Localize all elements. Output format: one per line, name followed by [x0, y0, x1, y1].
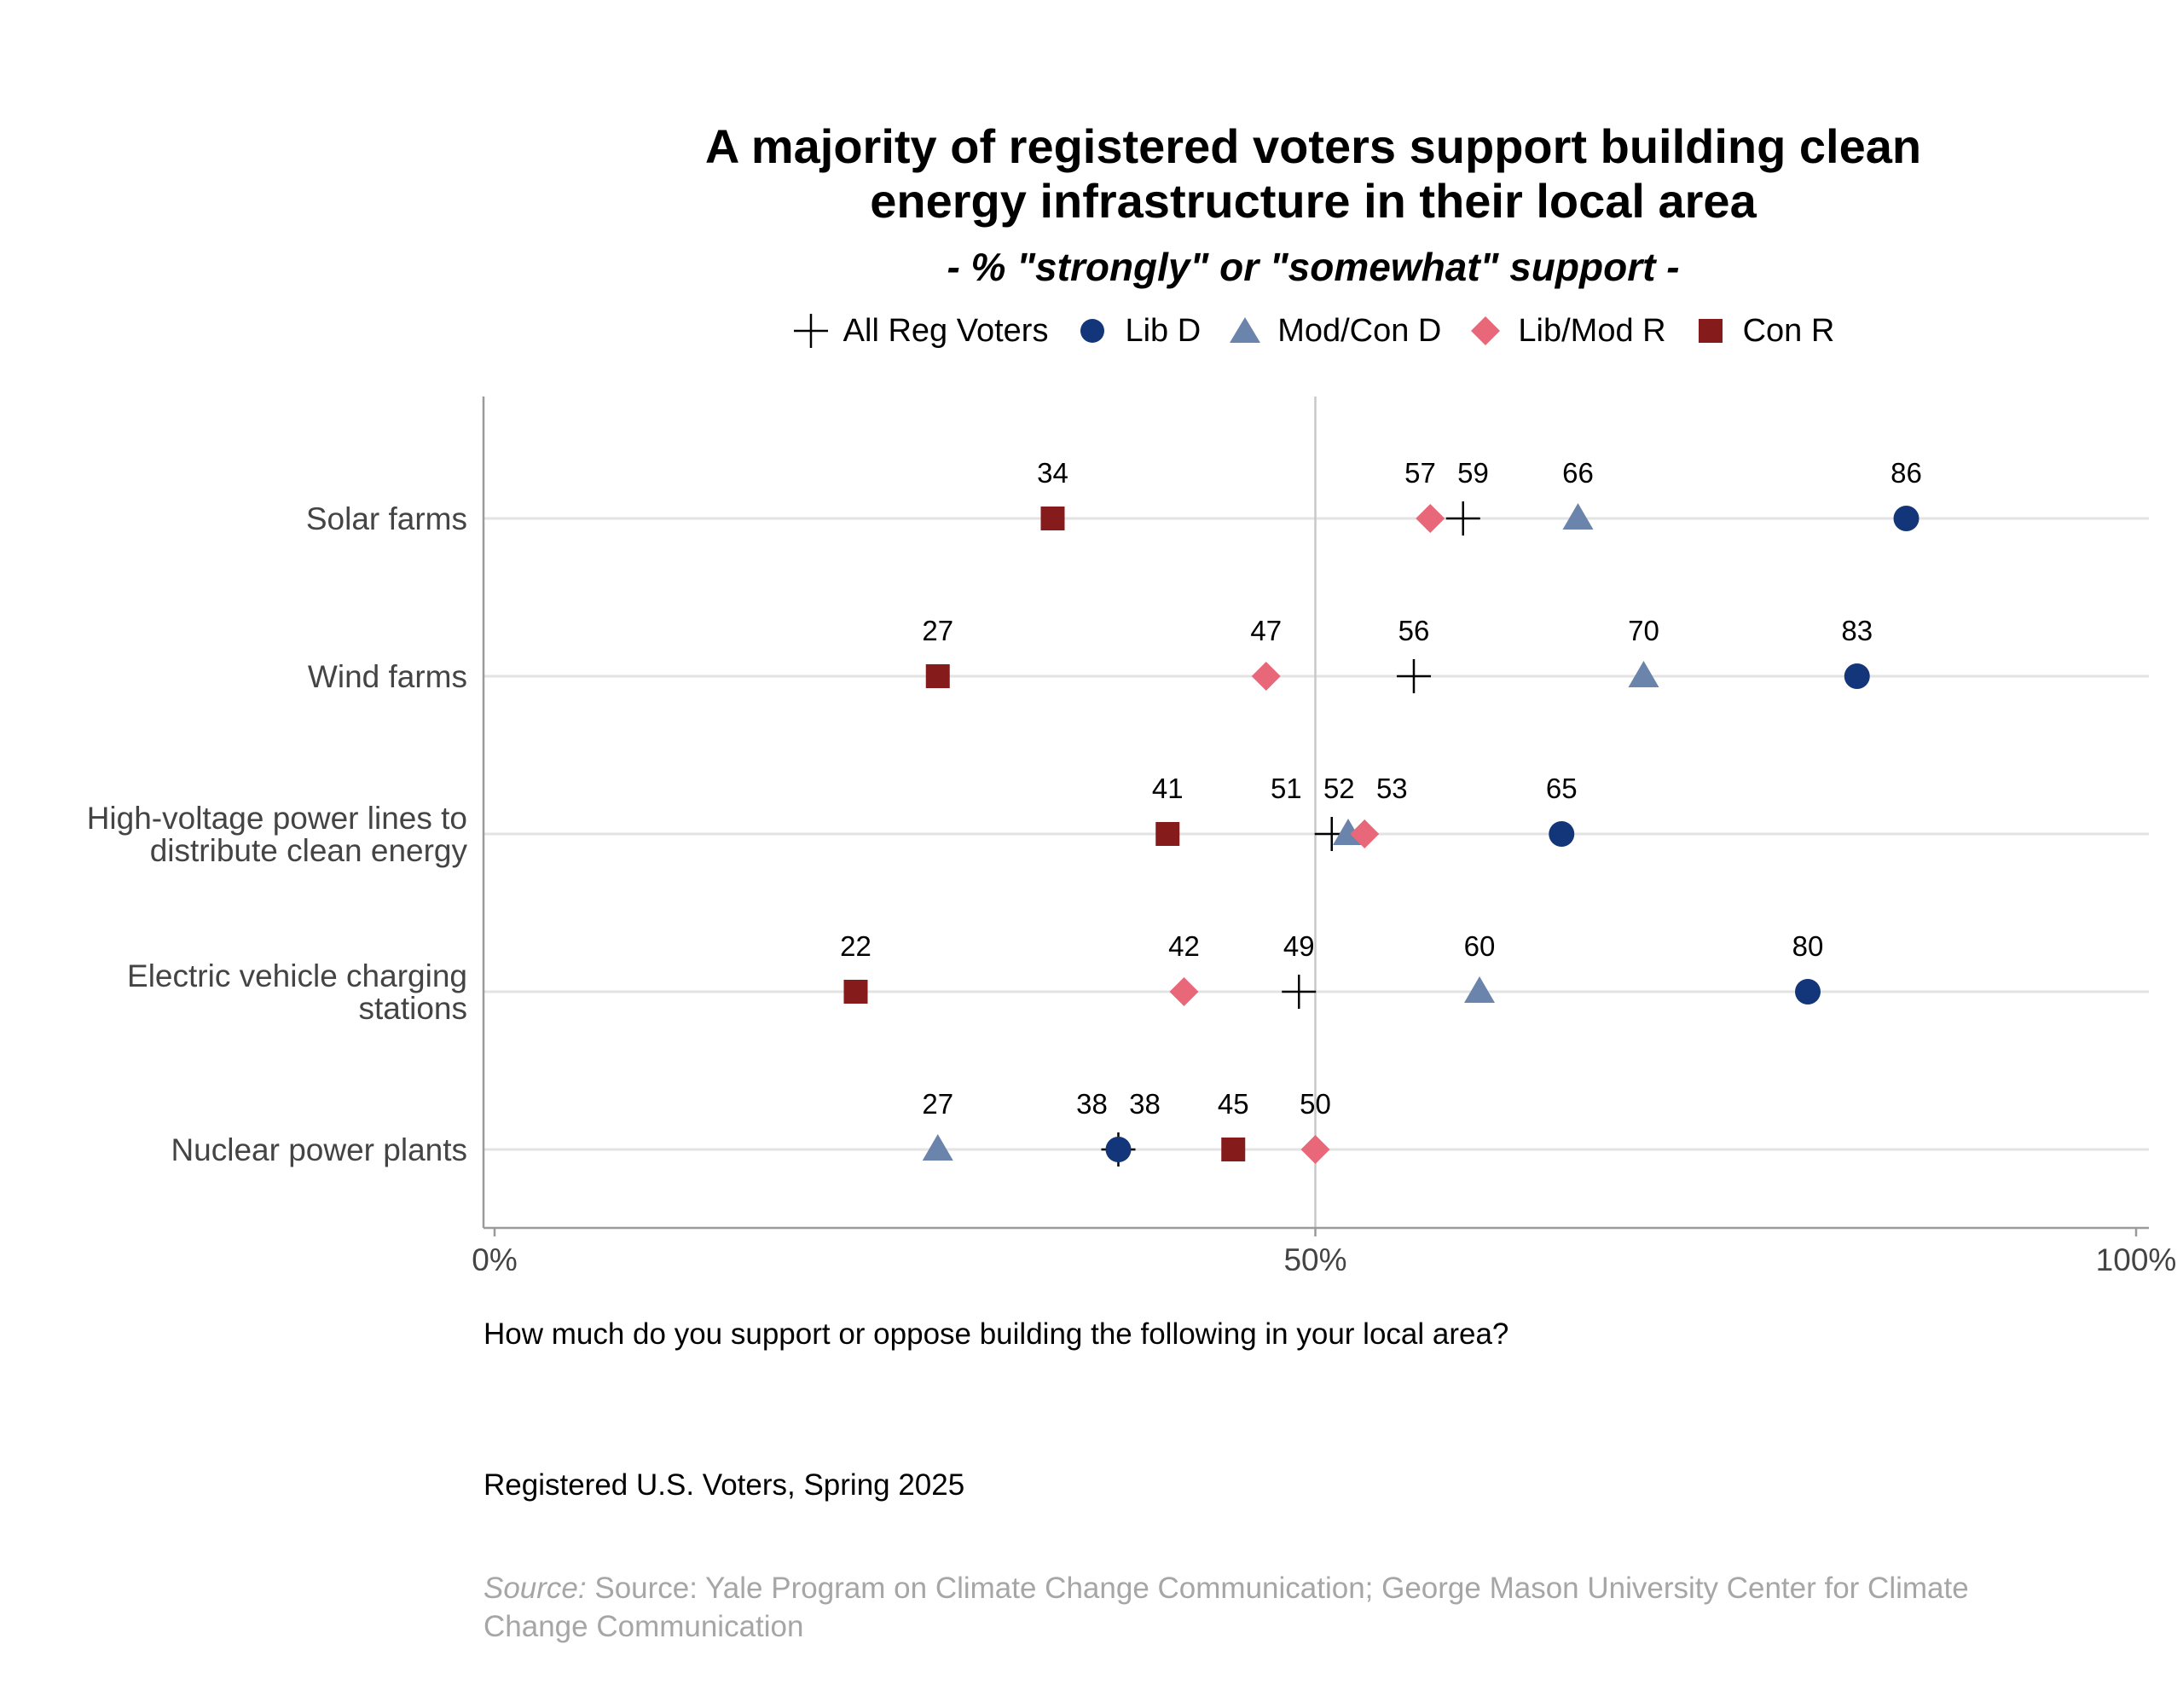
category-label: Wind farms [308, 659, 467, 694]
x-tick-label: 0% [472, 1242, 517, 1271]
data-value-label: 42 [1168, 930, 1200, 962]
circle-data-point [1549, 821, 1575, 847]
square-marker-icon [1698, 319, 1723, 343]
data-value-label: 65 [1546, 773, 1578, 804]
legend: All Reg Voters Lib D Mod/Con D Lib/Mod R… [478, 307, 2149, 355]
data-value-label: 86 [1891, 457, 1922, 489]
square-data-point [1221, 1138, 1246, 1161]
data-value-label: 49 [1283, 930, 1315, 962]
legend-label: All Reg Voters [843, 312, 1049, 349]
category-label: Electric vehicle charging [127, 958, 467, 993]
data-value-label: 70 [1628, 615, 1659, 646]
triangle-data-point [1562, 503, 1594, 530]
square-data-point [925, 664, 950, 688]
data-value-label: 59 [1457, 457, 1489, 489]
data-value-label: 60 [1464, 930, 1496, 962]
cross-data-point [1445, 501, 1480, 536]
chart-title: A majority of registered voters support … [478, 119, 2149, 229]
data-value-label: 34 [1037, 457, 1068, 489]
data-value-label: 50 [1300, 1088, 1331, 1120]
source-text: Source: Yale Program on Climate Change C… [484, 1572, 1969, 1643]
legend-item-mod-con-d: Mod/Con D [1226, 312, 1441, 350]
data-value-label: 27 [922, 1088, 953, 1120]
cross-data-point [1397, 659, 1431, 693]
category-label: distribute clean energy [150, 833, 468, 868]
legend-label: Mod/Con D [1277, 312, 1442, 349]
data-value-label: 56 [1398, 615, 1430, 646]
diamond-data-point [1350, 819, 1380, 848]
circle-data-point [1844, 663, 1870, 689]
legend-label: Lib/Mod R [1518, 312, 1666, 349]
dot-plot: 0% 50% 100% Solar farms Wind farms High-volta… [87, 397, 2177, 1271]
data-value-label: 51 [1271, 773, 1302, 804]
triangle-data-point [922, 1134, 953, 1161]
data-value-label: 80 [1792, 930, 1824, 962]
legend-item-all-reg-voters: All Reg Voters [792, 312, 1049, 350]
data-value-label: 38 [1129, 1088, 1161, 1120]
chart-title-line-2: energy infrastructure in their local are… [870, 174, 1757, 228]
data-value-label: 66 [1562, 457, 1594, 489]
category-label: Solar farms [306, 501, 467, 536]
category-label: High-voltage power lines to [87, 801, 467, 836]
x-tick-label: 50% [1283, 1242, 1346, 1271]
triangle-marker-icon [1230, 317, 1261, 343]
square-data-point [843, 980, 868, 1004]
data-value-label: 41 [1152, 773, 1184, 804]
legend-label: Con R [1742, 312, 1835, 349]
data-value-label: 53 [1376, 773, 1408, 804]
data-value-label: 27 [922, 615, 953, 646]
diamond-data-point [1169, 977, 1199, 1006]
triangle-data-point [1464, 976, 1495, 1003]
data-value-label: 38 [1076, 1088, 1108, 1120]
diamond-marker-icon [1471, 316, 1501, 345]
population-note: Registered U.S. Voters, Spring 2025 [484, 1468, 965, 1502]
triangle-data-point [1628, 661, 1659, 687]
data-value-label: 47 [1250, 615, 1282, 646]
legend-label: Lib D [1125, 312, 1202, 349]
category-label: Nuclear power plants [171, 1132, 467, 1167]
circle-marker-icon [1080, 319, 1105, 343]
category-label: stations [358, 991, 467, 1026]
data-value-label: 52 [1323, 773, 1355, 804]
chart-title-line-1: A majority of registered voters support … [704, 119, 1922, 173]
chart-subtitle: - % "strongly" or "somewhat" support - [947, 245, 1680, 289]
diamond-data-point [1300, 1135, 1330, 1164]
circle-data-point [1105, 1137, 1132, 1162]
source-label: Source: [484, 1572, 587, 1605]
data-value-label: 22 [840, 930, 871, 962]
square-data-point [1155, 822, 1180, 846]
legend-item-lib-mod-r: Lib/Mod R [1467, 312, 1666, 350]
legend-item-lib-d: Lib D [1074, 312, 1201, 350]
data-value-label: 83 [1841, 615, 1873, 646]
square-data-point [1040, 507, 1065, 530]
data-value-label: 57 [1404, 457, 1436, 489]
legend-item-con-r: Con R [1692, 312, 1835, 350]
cross-data-point [1282, 975, 1317, 1009]
circle-data-point [1893, 506, 1920, 531]
circle-data-point [1795, 979, 1821, 1005]
x-tick-label: 100% [2096, 1242, 2177, 1271]
survey-question-note: How much do you support or oppose buildi… [484, 1317, 1509, 1351]
cross-marker-icon [793, 314, 828, 348]
source-note: Source: Source: Yale Program on Climate … [484, 1569, 2018, 1646]
diamond-data-point [1416, 504, 1445, 533]
diamond-data-point [1251, 662, 1281, 691]
data-value-label: 45 [1218, 1088, 1249, 1120]
